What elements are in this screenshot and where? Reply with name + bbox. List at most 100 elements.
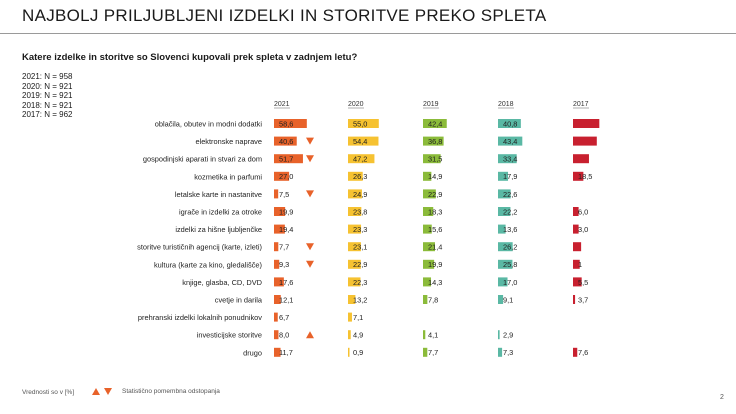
category-label: izdelki za hišne ljubljenčke xyxy=(175,225,262,234)
bar-2019 xyxy=(423,189,436,199)
bar-2019 xyxy=(423,277,432,287)
bar-2020 xyxy=(348,154,375,164)
value-label-2019: 42,4 xyxy=(428,119,442,128)
category-label: storitve turističnih agencij (karte, izl… xyxy=(137,243,262,252)
bar-2017 xyxy=(573,242,582,252)
value-label-2021: 19,9 xyxy=(279,207,293,216)
triangle-down-marker xyxy=(306,260,314,268)
value-label-2018: 7,3 xyxy=(503,348,513,357)
bar-2021 xyxy=(274,259,280,269)
bar-2019 xyxy=(423,171,432,181)
value-label-2020: 7,1 xyxy=(353,313,363,322)
bar-2018 xyxy=(498,119,521,128)
value-label-2017: 3,7 xyxy=(578,295,588,304)
bar-2021 xyxy=(274,189,279,199)
bar-2018 xyxy=(498,242,513,252)
value-label-2020: 22,9 xyxy=(353,260,367,269)
footer-note: Vrednosti so v [%] xyxy=(22,389,75,396)
triangle-down-marker xyxy=(306,155,314,163)
bar-2021 xyxy=(274,347,281,357)
year-header-2020: 2020 xyxy=(348,101,364,108)
sample-size-2019: 2019: N = 921 xyxy=(22,91,73,101)
value-label-2018: 43,4 xyxy=(503,137,517,146)
bar-2020 xyxy=(348,295,356,304)
bar-2017 xyxy=(573,295,576,304)
value-label-2019: 14,9 xyxy=(428,172,442,181)
bar-2017 xyxy=(573,347,578,357)
category-label: investicijske storitve xyxy=(197,331,262,340)
page-title: NAJBOLJ PRILJUBLJENI IZDELKI IN STORITVE… xyxy=(22,6,547,25)
year-header-2018: 2018 xyxy=(498,101,514,108)
value-label-2017: 6,0 xyxy=(578,207,588,216)
value-label-2018: 40,8 xyxy=(503,119,517,128)
value-label-2019: 4,1 xyxy=(428,331,438,340)
value-label-2020: 22,3 xyxy=(353,278,367,287)
value-label-2021: 7,5 xyxy=(279,190,289,199)
triangle-down-marker xyxy=(306,243,314,251)
bar-2017 xyxy=(573,171,584,181)
value-label-2021: 7,7 xyxy=(279,243,289,252)
value-label-2020: 0,9 xyxy=(353,348,363,357)
sample-size-2018: 2018: N = 921 xyxy=(22,100,73,110)
category-label: knjige, glasba, CD, DVD xyxy=(182,278,262,287)
category-label: kultura (karte za kino, gledališče) xyxy=(154,260,262,269)
category-label: cvetje in darila xyxy=(215,296,263,305)
bar-2020 xyxy=(348,259,361,269)
sample-size-2020: 2020: N = 921 xyxy=(22,81,73,91)
bar-2021 xyxy=(274,207,286,216)
bar-2020 xyxy=(348,136,379,146)
bar-2021 xyxy=(274,119,307,128)
value-label-2021: 58,6 xyxy=(279,119,293,128)
triangle-up-marker xyxy=(306,331,314,339)
bar-2021 xyxy=(274,295,281,304)
bar-2020 xyxy=(348,312,352,322)
value-label-2018: 22,6 xyxy=(503,190,517,199)
bar-2021 xyxy=(274,330,279,340)
value-label-2017: 1 xyxy=(578,260,582,269)
value-label-2017: 18,5 xyxy=(578,172,592,181)
value-label-2019: 31,5 xyxy=(428,155,442,164)
bar-2021 xyxy=(274,242,279,252)
value-label-2017: 5,5 xyxy=(578,278,588,287)
value-label-2019: 7,8 xyxy=(428,295,438,304)
bar-2020 xyxy=(348,171,363,181)
value-label-2018: 17,9 xyxy=(503,172,517,181)
bar-2021 xyxy=(274,154,303,164)
value-label-2020: 4,9 xyxy=(353,331,363,340)
year-header-2019: 2019 xyxy=(423,101,439,108)
bar-2018 xyxy=(498,224,506,234)
category-label: letalske karte in nastanitve xyxy=(175,190,262,199)
bar-2018 xyxy=(498,207,511,216)
title-divider xyxy=(0,33,736,34)
page-number: 2 xyxy=(720,394,724,401)
value-label-2017: 7,6 xyxy=(578,348,588,357)
value-label-2020: 23,8 xyxy=(353,207,367,216)
bar-2018 xyxy=(498,295,504,304)
bar-2018 xyxy=(498,259,513,269)
value-label-2019: 7,7 xyxy=(428,348,438,357)
value-label-2021: 8,0 xyxy=(279,331,289,340)
category-label: igrače in izdelki za otroke xyxy=(179,208,262,217)
value-label-2018: 17,0 xyxy=(503,278,517,287)
year-header-2021: 2021 xyxy=(274,101,290,108)
bar-2018 xyxy=(498,189,511,199)
bar-2019 xyxy=(423,154,441,164)
category-label: oblačila, obutev in modni dodatki xyxy=(155,120,263,129)
value-label-2021: 19,4 xyxy=(279,225,293,234)
category-label: elektronske naprave xyxy=(195,137,262,146)
value-label-2020: 54,4 xyxy=(353,137,367,146)
value-label-2018: 25,8 xyxy=(503,260,517,269)
value-label-2019: 22,9 xyxy=(428,190,442,199)
value-label-2018: 9,1 xyxy=(503,295,513,304)
bar-2020 xyxy=(348,330,351,340)
bar-2018 xyxy=(498,136,523,146)
value-label-2020: 23,1 xyxy=(353,243,367,252)
bar-2019 xyxy=(423,259,435,269)
value-label-2020: 13,2 xyxy=(353,295,367,304)
bar-2018 xyxy=(498,330,500,340)
bar-2020 xyxy=(348,242,361,252)
value-label-2020: 26,3 xyxy=(353,172,367,181)
bar-2017 xyxy=(573,119,600,128)
sample-size-2021: 2021: N = 958 xyxy=(22,72,73,81)
category-label: drugo xyxy=(243,348,262,357)
